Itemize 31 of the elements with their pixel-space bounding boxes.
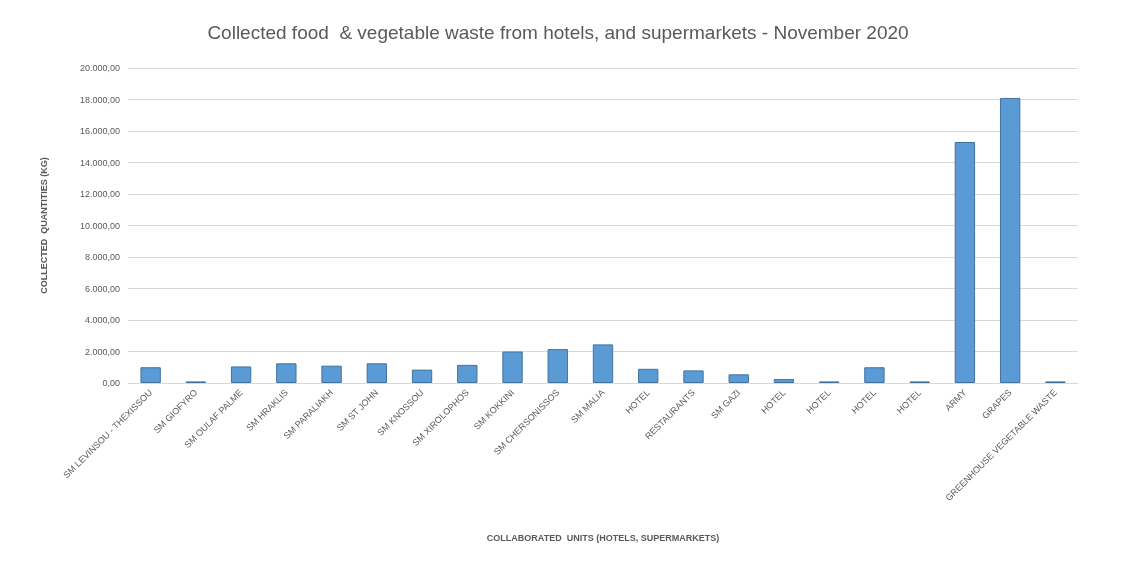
y-tick-label: 0,00: [102, 378, 120, 388]
y-tick-label: 14.000,00: [79, 157, 120, 168]
y-tick-label: 4.000,00: [84, 315, 120, 325]
bar: [728, 374, 749, 383]
y-tick-label: 8.000,00: [84, 252, 120, 262]
bar: [547, 349, 568, 383]
bar: [366, 363, 387, 383]
y-tick-label: 18.000,00: [79, 94, 120, 105]
y-axis-title: COLLECTED QUANTITIES (KG): [38, 157, 49, 294]
bar: [638, 368, 659, 383]
bar: [502, 351, 523, 383]
y-tick-label: 10.000,00: [79, 220, 120, 231]
bar: [592, 344, 614, 383]
y-tick-label: 20.000,00: [79, 63, 120, 73]
bar: [683, 370, 704, 383]
bar: [230, 366, 252, 383]
bar: [773, 379, 795, 383]
bar: [411, 369, 433, 383]
y-tick-label: 2.000,00: [84, 346, 120, 357]
bar: [140, 367, 161, 383]
bar: [457, 364, 478, 383]
bar: [864, 367, 885, 383]
y-tick-label: 12.000,00: [79, 189, 120, 199]
chart-title: Collected food & vegetable waste from hotels, and supermarkets - November 2020: [207, 22, 909, 43]
bar: [999, 97, 1021, 383]
bar: [321, 365, 342, 383]
y-tick-label: 6.000,00: [84, 283, 120, 294]
y-tick-label: 16.000,00: [79, 126, 120, 136]
bar: [954, 142, 976, 383]
x-axis-title: COLLABORATED UNITS (HOTELS, SUPERMARKETS): [486, 532, 720, 543]
bar: [276, 363, 297, 383]
